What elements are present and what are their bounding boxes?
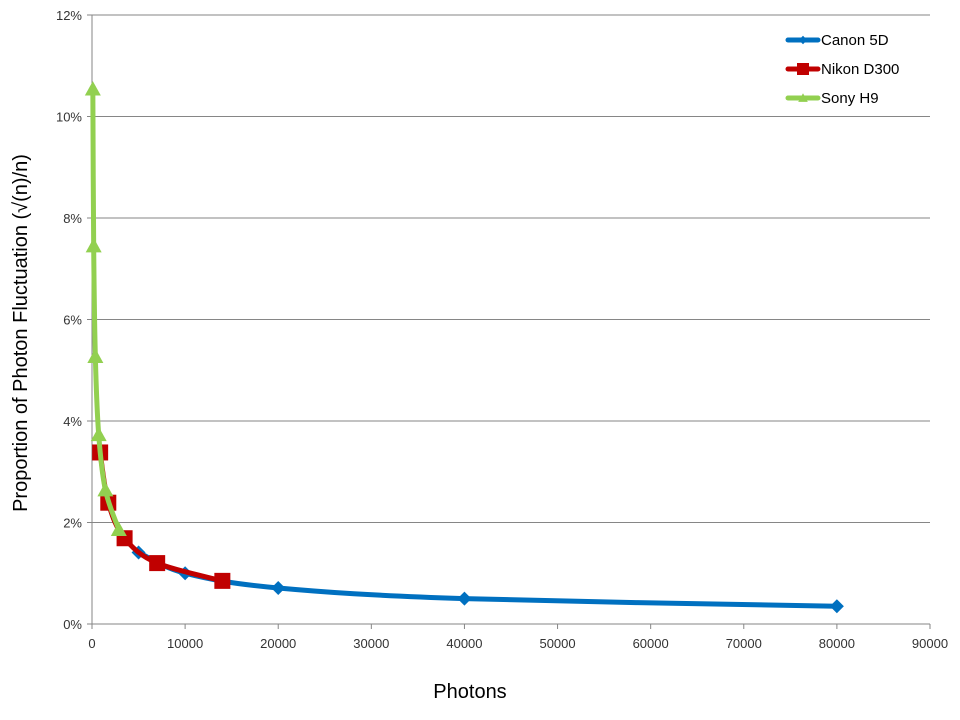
legend-label: Sony H9 xyxy=(821,90,879,107)
x-tick-label: 50000 xyxy=(539,636,575,651)
data-point xyxy=(87,348,104,363)
data-point xyxy=(97,482,114,497)
series-line xyxy=(136,549,840,609)
y-tick-label: 4% xyxy=(63,414,82,429)
legend-label: Canon 5D xyxy=(821,32,889,49)
data-point xyxy=(85,237,102,253)
x-tick-labels: 0 10000 20000 30000 40000 50000 60000 70000 8000… xyxy=(88,636,948,651)
data-point xyxy=(90,426,107,442)
data-point xyxy=(829,599,844,614)
y-tick-label: 8% xyxy=(63,211,82,226)
x-tick-label: 40000 xyxy=(446,636,482,651)
legend-entry: Sony H9 xyxy=(785,90,879,107)
legend-entry: Canon 5D xyxy=(785,32,889,49)
x-tick-label: 80000 xyxy=(819,636,855,651)
legend-marker xyxy=(798,93,808,102)
series-line xyxy=(90,86,122,533)
data-point xyxy=(84,81,101,96)
x-tick-label: 0 xyxy=(88,636,95,651)
data-point xyxy=(271,580,286,595)
y-tick-label: 10% xyxy=(56,110,82,125)
legend-label: Nikon D300 xyxy=(821,61,899,78)
x-tick-label: 10000 xyxy=(167,636,203,651)
gridlines xyxy=(92,14,930,523)
data-point xyxy=(457,591,472,606)
data-point xyxy=(110,521,127,537)
y-tick-label: 0% xyxy=(63,617,82,632)
y-tick-label: 12% xyxy=(56,8,82,23)
y-tick-labels: 0% 2% 4% 6% 8% 10% 12% xyxy=(56,8,82,632)
x-tick-label: 30000 xyxy=(353,636,389,651)
series-canon-5d xyxy=(131,545,844,614)
legend-entry: Nikon D300 xyxy=(785,61,899,78)
y-tick-label: 2% xyxy=(63,516,82,531)
x-tick-label: 90000 xyxy=(912,636,948,651)
y-tick-label: 6% xyxy=(63,313,82,328)
series-sony-h9 xyxy=(84,81,127,537)
legend-marker xyxy=(797,63,809,75)
plot-area xyxy=(84,81,844,614)
x-tick-label: 60000 xyxy=(633,636,669,651)
y-axis-title: Proportion of Photon Fluctuation (√(n)/n… xyxy=(10,154,32,512)
axes xyxy=(87,14,931,629)
legend: Canon 5D Nikon D300 Sony H9 xyxy=(785,32,899,107)
legend-marker xyxy=(798,35,808,45)
data-point xyxy=(149,555,166,572)
x-axis-title: Photons xyxy=(433,681,506,703)
x-tick-label: 70000 xyxy=(726,636,762,651)
data-point xyxy=(214,572,231,589)
x-tick-label: 20000 xyxy=(260,636,296,651)
